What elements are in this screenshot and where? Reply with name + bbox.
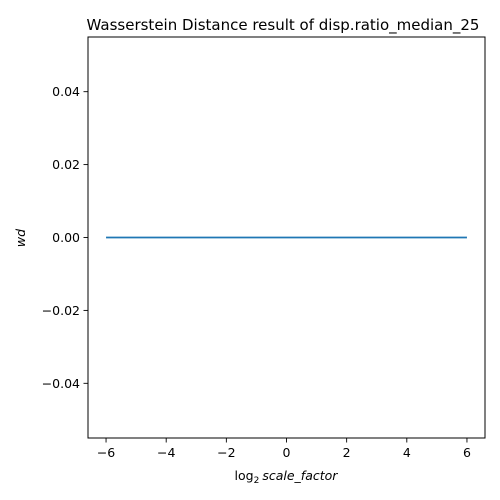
x-tick-label: 0 (283, 445, 291, 460)
x-tick-label: −6 (97, 445, 115, 460)
y-tick-label: −0.04 (42, 376, 80, 391)
y-tick-label: 0.00 (52, 230, 80, 245)
y-tick-label: −0.02 (42, 303, 80, 318)
x-tick-label: 4 (403, 445, 411, 460)
plot-area (87, 36, 486, 439)
chart-title: Wasserstein Distance result of disp.rati… (87, 16, 480, 35)
y-axis-label: wd (13, 229, 28, 247)
x-tick-label: −4 (157, 445, 175, 460)
y-tick-label: 0.02 (52, 157, 80, 172)
x-axis: −6 −4 −2 0 2 4 6 (97, 438, 471, 460)
x-tick-label: 2 (343, 445, 351, 460)
y-tick-label: 0.04 (52, 84, 80, 99)
x-axis-label-subscript: 2 (254, 476, 260, 486)
x-tick-label: 6 (463, 445, 471, 460)
x-axis-label-prefix: log (235, 468, 254, 483)
x-axis-label: log2 scale_factor (235, 468, 339, 486)
x-tick-label: −2 (217, 445, 235, 460)
y-axis: −0.04 −0.02 0.00 0.02 0.04 (42, 84, 88, 391)
x-axis-label-variable: scale_factor (262, 468, 338, 483)
